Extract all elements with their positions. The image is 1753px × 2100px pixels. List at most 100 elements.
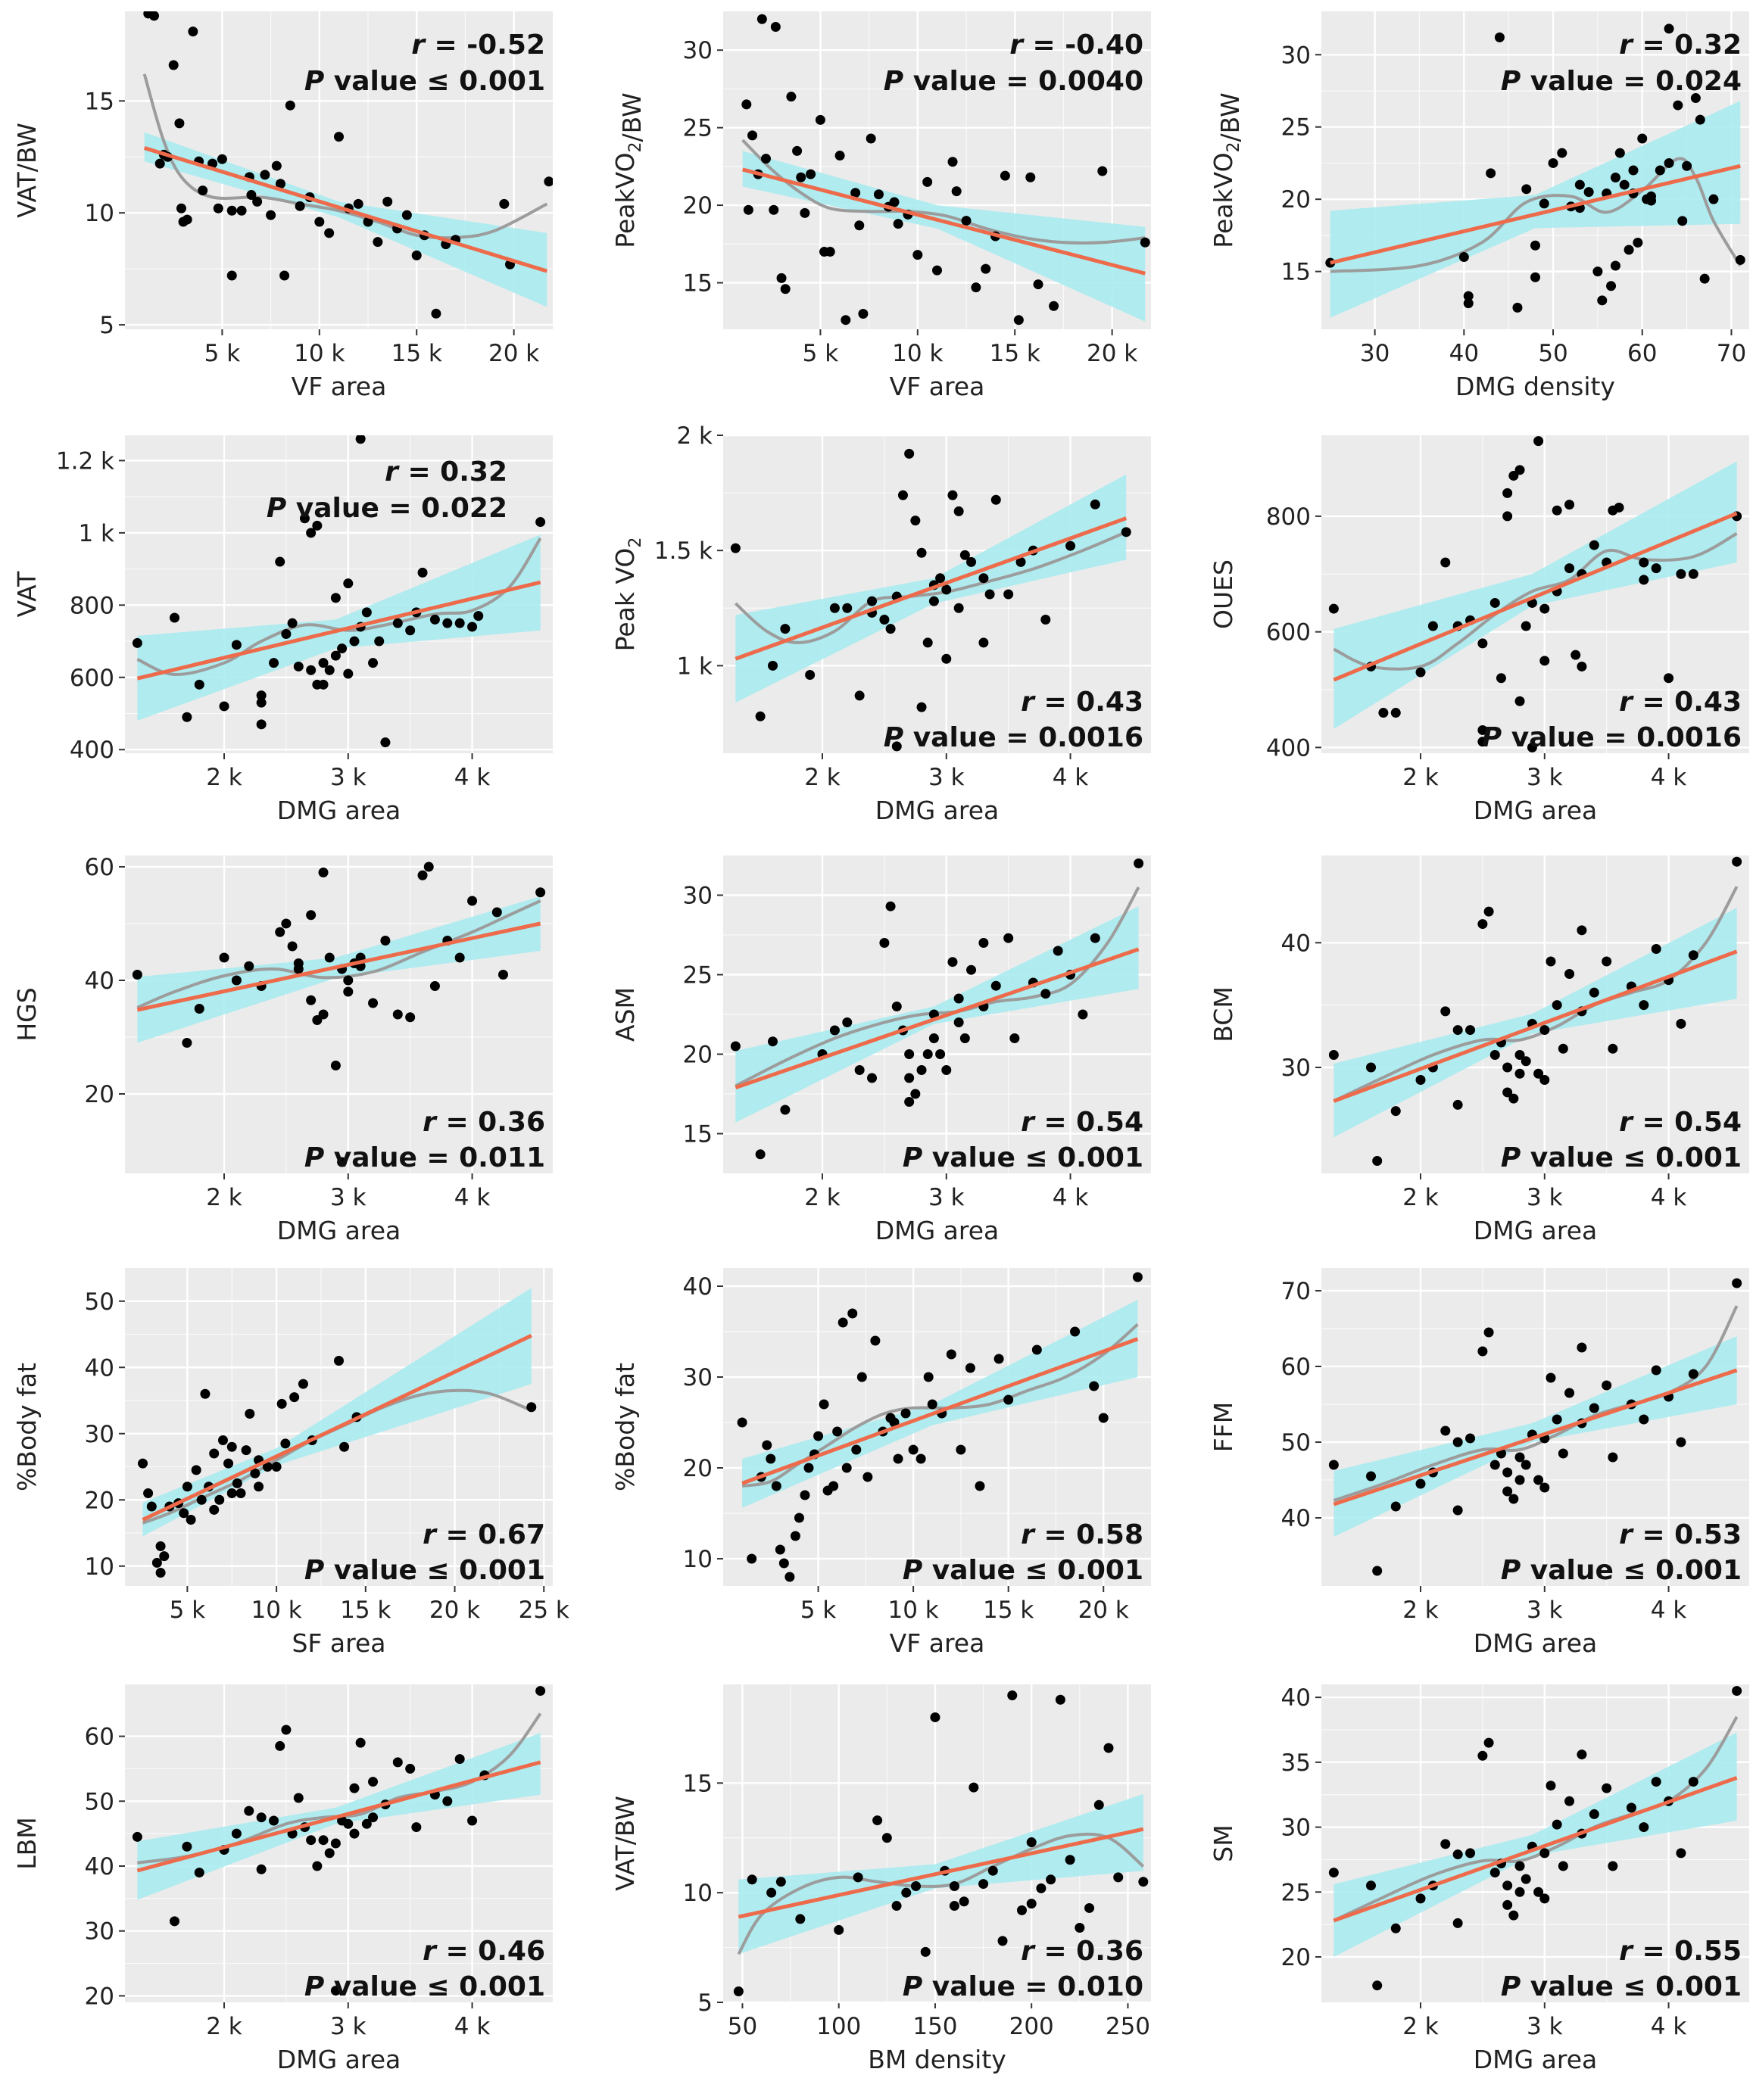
linear-fit-line xyxy=(143,146,548,273)
x-tick-label: 60 xyxy=(1627,340,1657,367)
data-point xyxy=(382,196,393,207)
p-value-annotation: P value = 0.011 xyxy=(304,1142,545,1173)
data-point xyxy=(842,603,853,613)
data-point xyxy=(1533,1887,1544,1897)
data-point xyxy=(454,618,465,628)
data-point xyxy=(1574,179,1585,190)
data-point xyxy=(295,201,305,211)
data-point xyxy=(1577,1749,1587,1760)
data-point xyxy=(1098,1413,1109,1423)
chart-panel-4: 2 k 3 k 4 k 400 600 800 1 k 1.2 k DMG area VAT r =… xyxy=(12,435,553,825)
data-point xyxy=(1003,933,1014,943)
p-value-annotation: P value ≤ 0.001 xyxy=(1501,1555,1742,1586)
data-point xyxy=(1452,1918,1463,1928)
data-point xyxy=(289,1392,300,1403)
data-point xyxy=(401,210,412,220)
data-point xyxy=(978,573,989,584)
data-point xyxy=(159,1551,170,1562)
data-point xyxy=(1090,933,1100,943)
data-point xyxy=(1577,925,1587,936)
data-point xyxy=(1003,589,1014,600)
data-point xyxy=(155,1541,166,1551)
y-axis-label-part: /BW xyxy=(617,92,647,142)
y-tick-label: 5 xyxy=(99,312,114,339)
correlation-r-annotation: r = 0.46 xyxy=(423,1936,545,1967)
data-point xyxy=(1639,1414,1649,1425)
data-point xyxy=(374,636,385,647)
data-point xyxy=(1514,1068,1525,1079)
data-point xyxy=(1592,266,1603,277)
data-point xyxy=(306,1835,317,1846)
data-point xyxy=(174,118,185,129)
data-point xyxy=(981,263,991,274)
data-point xyxy=(904,1097,915,1107)
data-point xyxy=(269,658,279,668)
data-point xyxy=(1521,1460,1531,1470)
data-point xyxy=(411,250,422,260)
data-point xyxy=(978,1879,989,1890)
data-point xyxy=(330,1986,341,1996)
data-point xyxy=(337,643,348,654)
data-point xyxy=(1508,470,1519,481)
data-point xyxy=(904,448,915,459)
data-point xyxy=(893,1453,903,1464)
data-point xyxy=(1664,673,1674,684)
data-point xyxy=(194,679,204,690)
data-point xyxy=(149,11,160,21)
y-tick-label: 15 xyxy=(683,1770,713,1797)
data-point xyxy=(1564,563,1575,574)
data-point xyxy=(429,981,440,991)
data-point xyxy=(755,1149,766,1160)
y-axis-label-subscript: 2 xyxy=(1224,142,1243,152)
data-point xyxy=(990,494,1001,505)
loess-smooth-line xyxy=(737,1832,1145,1955)
data-point xyxy=(737,1417,747,1428)
data-point xyxy=(132,1831,142,1842)
data-point xyxy=(1552,1414,1562,1425)
chart-panel-7: 2 k 3 k 4 k 20 40 60 DMG area HGS r = 0.36 P valu… xyxy=(12,854,553,1245)
data-point xyxy=(965,1363,975,1373)
data-point xyxy=(1664,157,1674,168)
data-point xyxy=(280,1438,291,1449)
data-point xyxy=(1606,281,1617,291)
data-point xyxy=(1628,165,1639,176)
y-tick-label: 1.5 k xyxy=(654,537,713,565)
correlation-r-annotation: r = 0.54 xyxy=(1619,1107,1742,1138)
data-point xyxy=(1673,100,1683,111)
data-point xyxy=(768,1036,778,1047)
data-point xyxy=(353,198,363,209)
data-point xyxy=(889,197,900,207)
data-point xyxy=(423,861,434,872)
data-point xyxy=(1040,614,1051,625)
data-point xyxy=(803,1463,814,1473)
data-point xyxy=(1521,621,1531,631)
data-point xyxy=(318,658,329,668)
data-point xyxy=(1440,1839,1451,1849)
data-point xyxy=(271,160,282,171)
data-point xyxy=(966,556,977,567)
data-point xyxy=(743,204,753,215)
data-point xyxy=(792,145,803,156)
x-axis-label: DMG area xyxy=(1474,1628,1598,1658)
data-point xyxy=(1539,1074,1550,1085)
data-point xyxy=(343,668,354,679)
data-point xyxy=(953,603,964,613)
data-point xyxy=(330,650,341,661)
y-tick-label: 20 xyxy=(683,192,713,220)
data-point xyxy=(1502,1880,1513,1891)
data-point xyxy=(922,176,933,187)
data-point xyxy=(1676,1018,1686,1029)
y-axis-label: BCM xyxy=(1209,986,1238,1042)
chart-panel-13: 2 k 3 k 4 k 20 30 40 50 60 DMG area LBM r = 0.46 P … xyxy=(12,1684,553,2074)
data-point xyxy=(1602,956,1612,967)
data-point xyxy=(1682,160,1692,171)
data-point xyxy=(1390,1923,1401,1933)
y-axis-label-part: Peak VO xyxy=(610,548,640,652)
linear-fit-line xyxy=(741,1337,1139,1485)
p-value-annotation: P value ≤ 0.001 xyxy=(903,1142,1143,1173)
data-point xyxy=(417,870,428,880)
data-point xyxy=(987,1865,998,1876)
y-tick-label: 70 xyxy=(1281,1278,1311,1305)
data-point xyxy=(287,941,298,952)
